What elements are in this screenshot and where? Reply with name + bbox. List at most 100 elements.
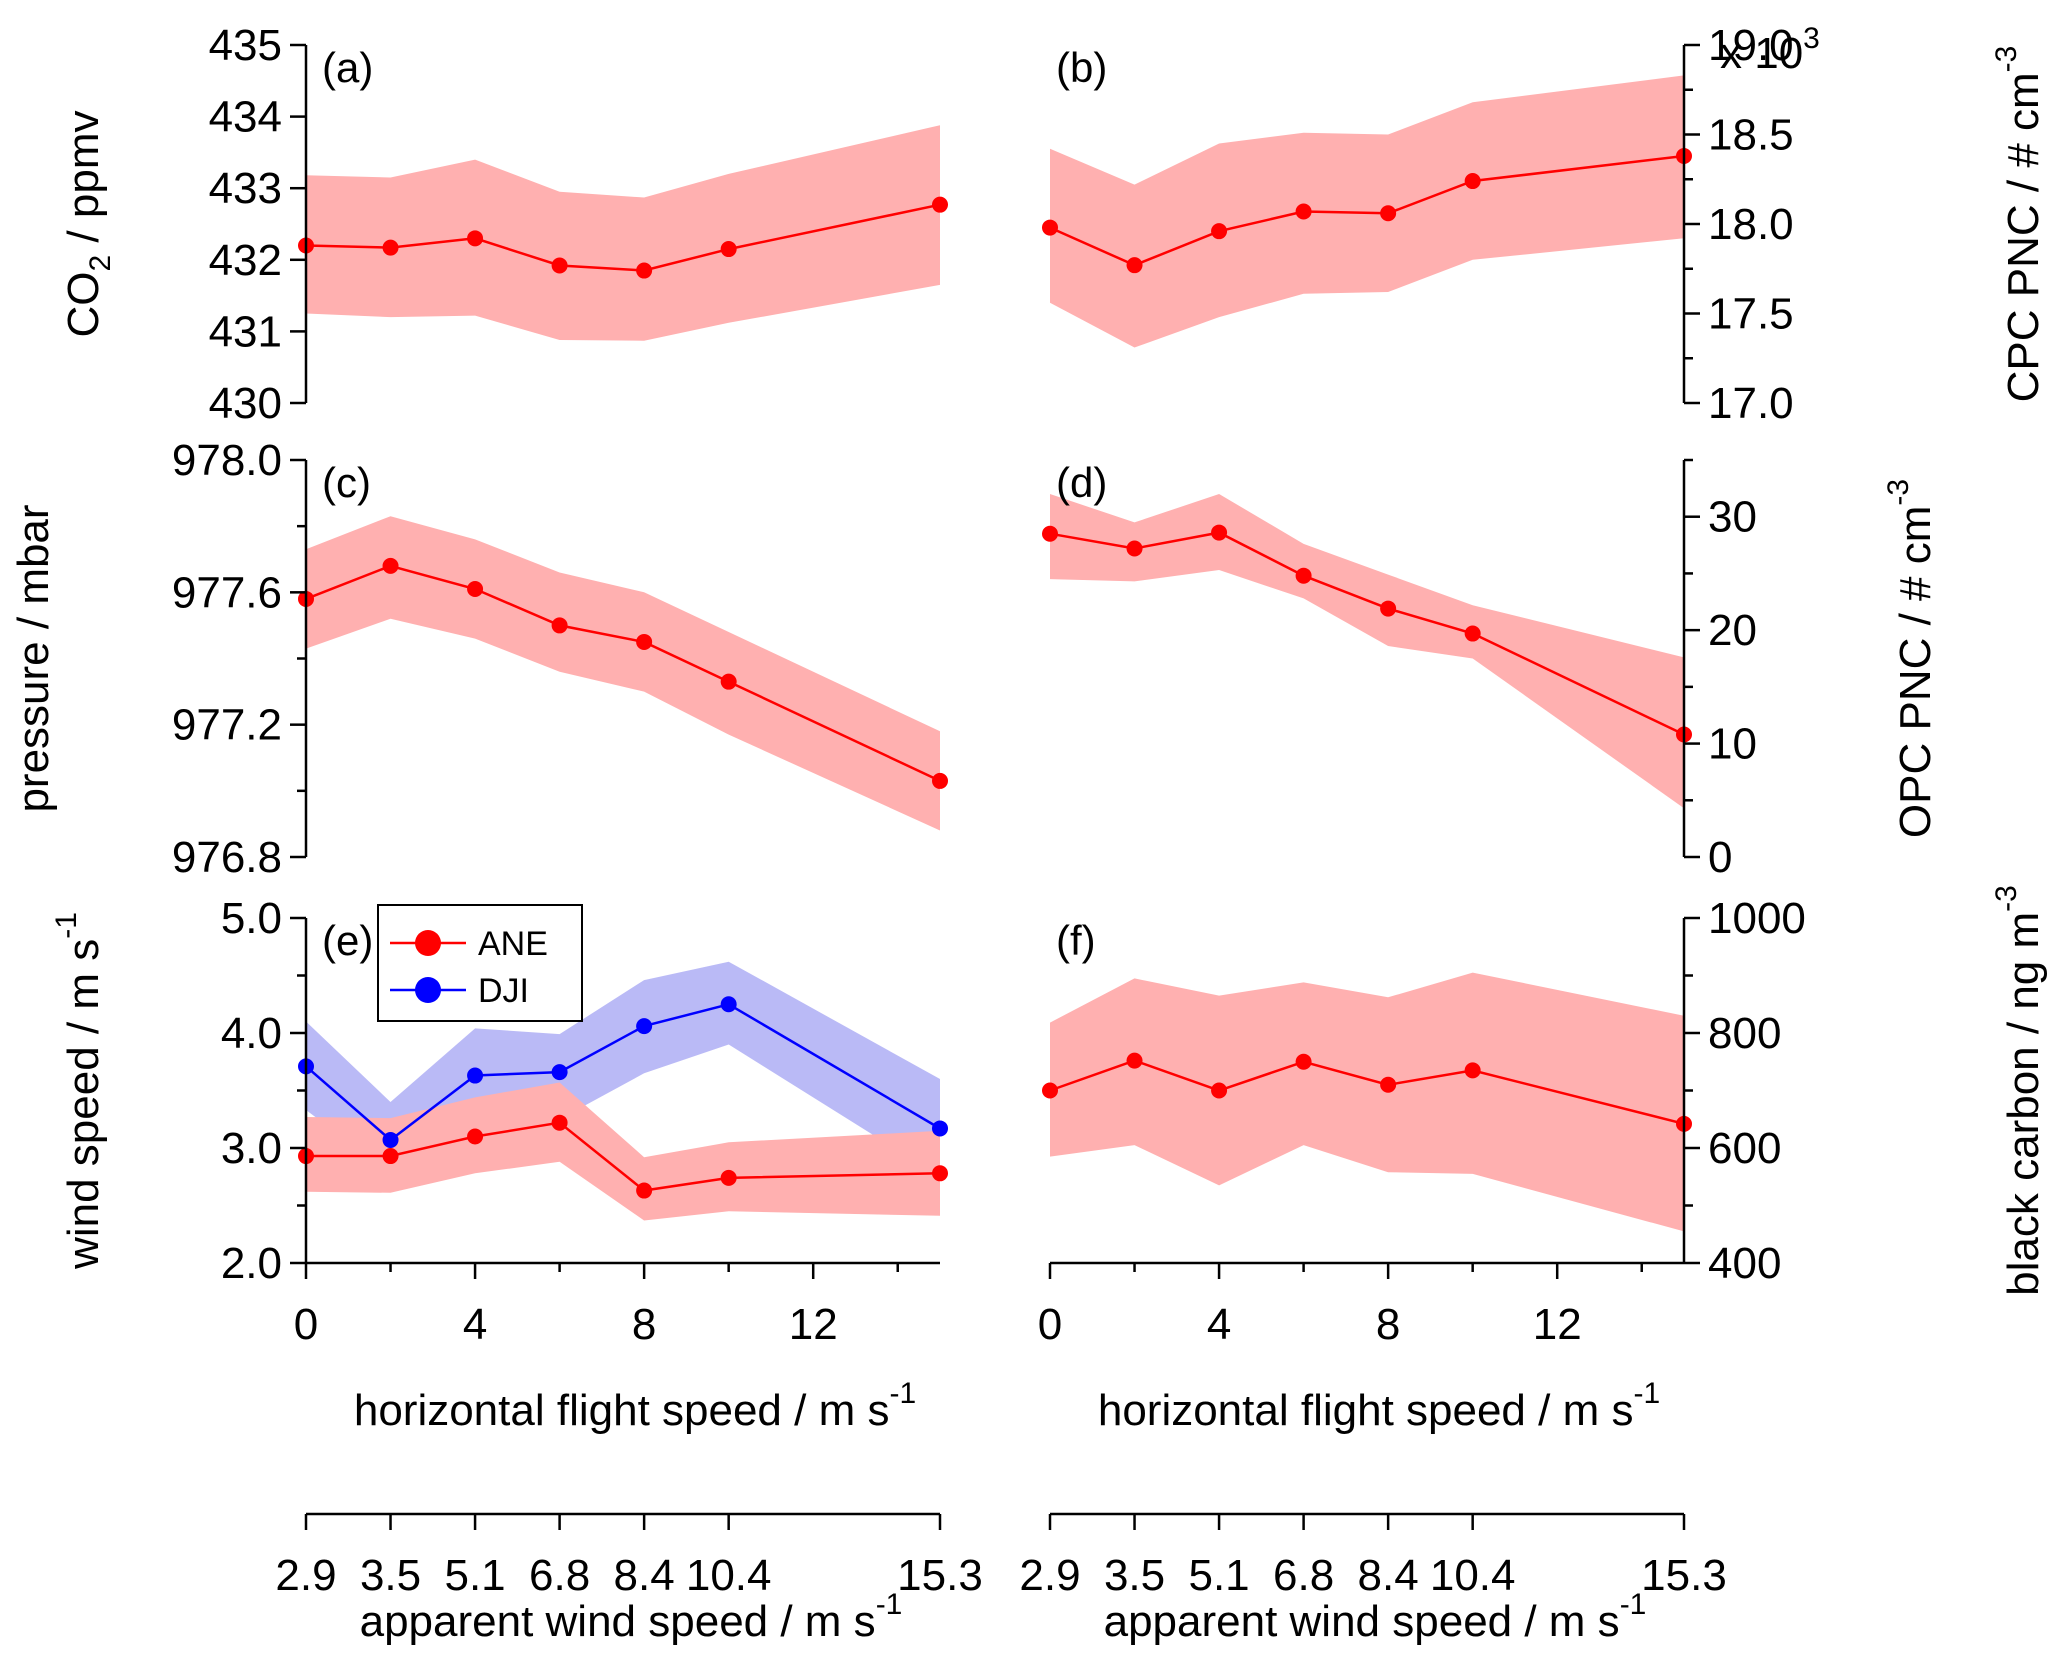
cpc-pnc-point xyxy=(1211,223,1228,240)
y-tick-label: 976.8 xyxy=(172,833,282,882)
co2-uncertainty-band xyxy=(306,125,940,341)
y-axis-title: CO2 / ppmv xyxy=(59,111,117,338)
y-tick-label: 30 xyxy=(1708,493,1757,542)
co2-point xyxy=(467,230,484,247)
dji-point xyxy=(932,1120,948,1137)
dji-point xyxy=(382,1131,399,1148)
y-tick-label: 5.0 xyxy=(221,894,282,943)
panel-label: (b) xyxy=(1056,44,1107,91)
pressure-point xyxy=(932,772,948,789)
y-tick-label: 978.0 xyxy=(172,436,282,485)
y-tick-label: 977.2 xyxy=(172,701,282,750)
y-tick-label: 400 xyxy=(1708,1239,1781,1288)
panel-a: 430 431 432 433 434 435 (a) CO2 / ppmv xyxy=(59,21,948,428)
panel-label: (e) xyxy=(322,917,373,964)
y-tick-label: 977.6 xyxy=(172,568,282,617)
x-axes: 0 4 8 12 horizontal flight speed / m s-1 2.9 3… xyxy=(1019,1261,1727,1646)
opc-pnc-point xyxy=(1211,524,1228,541)
pressure-point xyxy=(467,581,484,598)
panel-b: 17.0 17.5 18.0 18.5 19.0 (b) x 103 CPC PNC / # … xyxy=(1042,21,2048,428)
panel-label: (d) xyxy=(1056,459,1107,506)
secondary-x-tick-label: 3.5 xyxy=(1104,1551,1165,1600)
secondary-x-tick-label: 6.8 xyxy=(529,1551,590,1600)
x-tick-label: 0 xyxy=(1038,1300,1062,1349)
x-tick-label: 8 xyxy=(1376,1300,1400,1349)
y-tick-label: 430 xyxy=(209,379,282,428)
legend: ANE DJI xyxy=(377,904,583,1022)
opc-pnc-point xyxy=(1380,600,1397,617)
legend-box xyxy=(377,904,583,1022)
black-carbon-point xyxy=(1380,1076,1397,1093)
y-tick-label: 3.0 xyxy=(221,1124,282,1173)
y-tick-label: 18.5 xyxy=(1708,111,1794,160)
x-axis-title: horizontal flight speed / m s-1 xyxy=(354,1377,916,1435)
panel-label: (f) xyxy=(1056,917,1096,964)
dji-point xyxy=(551,1064,568,1081)
y-tick-label: 17.0 xyxy=(1708,379,1794,428)
y-tick-label: 433 xyxy=(209,164,282,213)
pressure-point xyxy=(720,673,737,690)
y-tick-label: 19.0 xyxy=(1708,21,1794,70)
y-axis-title: CPC PNC / # cm-3 xyxy=(1990,46,2048,403)
y-axis-title: pressure / mbar xyxy=(9,504,58,812)
ane-point xyxy=(551,1114,568,1131)
x-tick-label: 4 xyxy=(463,1300,487,1349)
secondary-x-tick-label: 10.4 xyxy=(686,1551,772,1600)
opc-pnc-point xyxy=(1464,625,1481,642)
ane-point xyxy=(636,1182,653,1199)
panel-label: (a) xyxy=(322,44,373,91)
y-tick-label: 800 xyxy=(1708,1009,1781,1058)
pressure-uncertainty-band xyxy=(306,516,940,831)
y-tick-label: 434 xyxy=(209,93,282,142)
secondary-x-tick-label: 5.1 xyxy=(1188,1551,1249,1600)
co2-point xyxy=(636,262,653,279)
y-tick-label: 0 xyxy=(1708,833,1732,882)
cpc-pnc-uncertainty-band xyxy=(1050,75,1684,348)
x-axis-title: horizontal flight speed / m s-1 xyxy=(1098,1377,1660,1435)
secondary-x-tick-label: 8.4 xyxy=(1358,1551,1419,1600)
secondary-x-tick-label: 6.8 xyxy=(1273,1551,1334,1600)
legend-label: DJI xyxy=(478,972,529,1010)
y-axis-title: black carbon / ng m-3 xyxy=(1990,885,2048,1296)
dji-point xyxy=(467,1067,484,1084)
co2-point xyxy=(720,241,737,258)
panel-f: 400 600 800 1000 (f) black carbon / ng m-3 0 4 8… xyxy=(1019,885,2048,1646)
secondary-x-tick-label: 2.9 xyxy=(1019,1551,1080,1600)
panel-label: (c) xyxy=(322,459,371,506)
legend-label: ANE xyxy=(478,925,548,963)
pressure-point xyxy=(636,633,653,650)
x-axes: 0 4 8 12 horizontal flight speed / m s-1 2.9 3… xyxy=(275,1261,983,1646)
secondary-x-tick-label: 3.5 xyxy=(360,1551,421,1600)
secondary-x-tick-label: 15.3 xyxy=(897,1551,983,1600)
y-tick-label: 600 xyxy=(1708,1124,1781,1173)
black-carbon-point xyxy=(1042,1082,1058,1099)
legend-marker xyxy=(415,930,441,956)
x-tick-label: 8 xyxy=(632,1300,656,1349)
secondary-x-axis-title: apparent wind speed / m s-1 xyxy=(1104,1588,1647,1646)
secondary-x-axis-title: apparent wind speed / m s-1 xyxy=(360,1588,903,1646)
cpc-pnc-point xyxy=(1295,203,1312,220)
panel-d: 0 10 20 30 (d) OPC PNC / # cm-3 xyxy=(1042,458,1940,882)
pressure-point xyxy=(382,557,399,574)
opc-pnc-uncertainty-band xyxy=(1050,494,1684,809)
y-tick-label: 431 xyxy=(209,307,282,356)
ane-point xyxy=(932,1165,948,1182)
co2-point xyxy=(551,257,568,274)
opc-pnc-point xyxy=(1126,540,1143,557)
co2-point xyxy=(382,239,399,256)
opc-pnc-point xyxy=(1295,567,1312,584)
black-carbon-point xyxy=(1464,1062,1481,1079)
panel-c: 976.8 977.2 977.6 978.0 (c) pressure / mbar xyxy=(9,436,948,882)
y-tick-label: 1000 xyxy=(1708,894,1806,943)
dji-point xyxy=(720,996,737,1013)
y-tick-label: 435 xyxy=(209,21,282,70)
ane-point xyxy=(720,1169,737,1186)
secondary-x-tick-label: 10.4 xyxy=(1430,1551,1516,1600)
ane-point xyxy=(467,1128,484,1145)
y-multiplier: x 103 xyxy=(1720,22,1820,78)
cpc-pnc-point xyxy=(1464,173,1481,190)
legend-marker xyxy=(415,977,441,1003)
secondary-x-tick-label: 8.4 xyxy=(614,1551,675,1600)
y-tick-label: 4.0 xyxy=(221,1009,282,1058)
